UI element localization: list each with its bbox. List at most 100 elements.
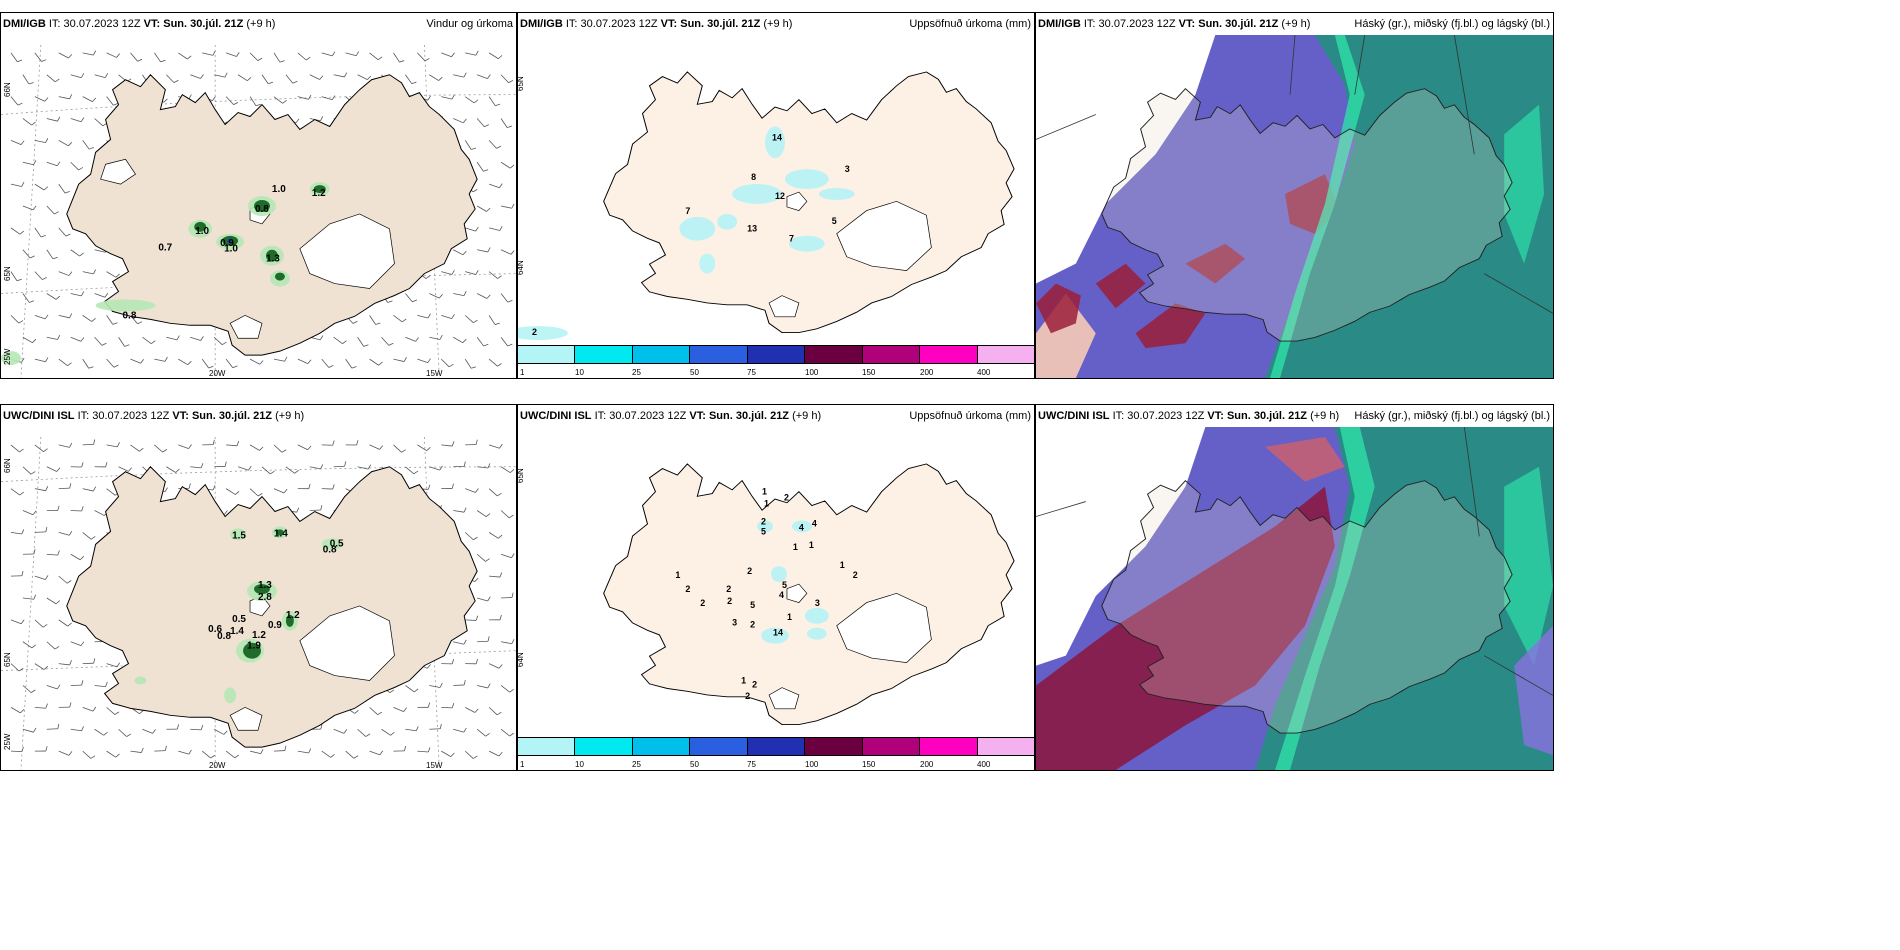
- colorbar-tick: 1: [520, 368, 525, 377]
- wind-barb-flag: [509, 514, 514, 519]
- wind-barb: [166, 336, 178, 341]
- wind-barb: [34, 444, 44, 452]
- wind-barb: [58, 96, 70, 100]
- wind-barb-flag: [496, 711, 502, 716]
- wind-barb: [34, 227, 42, 238]
- wind-barb: [488, 488, 498, 497]
- wind-barb-flag: [508, 80, 514, 84]
- wind-barb-flag: [475, 439, 478, 445]
- wind-barb-flag: [307, 359, 312, 364]
- wind-barb: [357, 466, 369, 470]
- wind-barb: [70, 728, 82, 732]
- wind-barb: [142, 336, 152, 345]
- precip-value: 1.0: [272, 184, 286, 195]
- wind-barb-flag: [487, 74, 491, 79]
- wind-barb: [94, 685, 106, 688]
- lon-label: 20W: [209, 761, 226, 770]
- wind-barb-flag: [463, 639, 467, 645]
- wind-barb: [464, 532, 474, 541]
- wind-barb-flag: [451, 483, 454, 489]
- wind-barb-flag: [200, 725, 204, 730]
- colorbar-tick: 100: [805, 368, 819, 377]
- wind-barb: [249, 444, 260, 451]
- wind-barb: [405, 293, 413, 303]
- wind-barb-flag: [497, 275, 502, 279]
- colorbar-swatch: [977, 346, 1034, 363]
- panel-header: DMI/IGB IT: 30.07.2023 12Z VT: Sun. 30.j…: [1, 13, 516, 35]
- wind-barb: [58, 271, 70, 276]
- init-time: 30.07.2023 12Z: [1098, 18, 1176, 30]
- wind-barb-flag: [472, 189, 478, 193]
- wind-barb-flag: [113, 102, 119, 106]
- wind-barb-flag: [388, 342, 394, 346]
- wind-barb-flag: [151, 340, 156, 345]
- wind-barb-flag: [64, 191, 70, 194]
- wind-barb-flag: [510, 468, 515, 473]
- map-area: [1036, 427, 1553, 770]
- panel-header: UWC/DINI ISL IT: 30.07.2023 12Z VT: Sun.…: [1036, 405, 1553, 427]
- wind-barb: [393, 358, 405, 362]
- wind-barb: [297, 750, 309, 754]
- colorbar-swatch: [977, 738, 1034, 755]
- wind-barb-flag: [353, 755, 359, 759]
- wind-barb-flag: [308, 483, 311, 489]
- wind-barb-flag: [351, 366, 357, 369]
- wind-barb: [94, 249, 106, 253]
- wind-barb: [488, 52, 499, 60]
- wind-barb-flag: [463, 72, 467, 78]
- accum-values: 14 8 12 3 7 13 7 5 2: [532, 132, 850, 337]
- wind-barb-flag: [463, 291, 467, 296]
- wind-barb: [441, 96, 453, 100]
- colorbar-swatch: [747, 346, 806, 363]
- wind-barb-flag: [451, 658, 455, 664]
- colorbar-swatch: [690, 346, 748, 363]
- wind-barb-flag: [81, 726, 84, 731]
- wind-barb-flag: [200, 336, 204, 341]
- wind-barb: [309, 509, 321, 511]
- wind-barb: [70, 510, 82, 512]
- colorbar: [518, 737, 1034, 756]
- wind-barb-flag: [483, 169, 489, 172]
- wind-barb-flag: [462, 250, 467, 256]
- wind-barb: [225, 358, 234, 369]
- wind-barb: [417, 52, 426, 62]
- wind-barb: [417, 314, 429, 319]
- cloud-map: [1036, 35, 1553, 378]
- wind-barb: [500, 293, 509, 303]
- wind-barb: [273, 52, 281, 63]
- wind-barb-flag: [487, 596, 491, 602]
- wind-barb: [405, 336, 416, 342]
- wind-barb-flag: [363, 344, 369, 347]
- wind-barb: [405, 466, 415, 475]
- panel-header: UWC/DINI ISL IT: 30.07.2023 12Z VT: Sun.…: [518, 405, 1034, 427]
- wind-barb: [10, 663, 20, 672]
- wind-barb-flag: [45, 357, 49, 362]
- wind-barb: [273, 488, 285, 494]
- wind-barb: [393, 315, 403, 323]
- wind-barb: [82, 96, 93, 102]
- wind-barb: [369, 315, 376, 325]
- wind-barb: [405, 685, 415, 693]
- wind-barb: [464, 358, 472, 369]
- wind-barb: [58, 619, 68, 627]
- accum-value: 7: [789, 234, 794, 244]
- model-name: DMI/IGB: [520, 18, 563, 30]
- wind-barb: [94, 118, 104, 127]
- wind-barb: [46, 118, 58, 122]
- wind-barb-flag: [496, 145, 502, 149]
- wind-barb: [488, 532, 499, 539]
- wind-barb-flag: [54, 211, 59, 215]
- wind-barb: [10, 531, 22, 535]
- wind-barb-flag: [474, 708, 479, 713]
- wind-barb: [22, 728, 34, 733]
- wind-barb: [500, 466, 511, 473]
- wind-barb-flag: [451, 270, 455, 275]
- wind-barb-flag: [112, 322, 118, 325]
- accum-value: 1: [762, 487, 767, 497]
- wind-barb: [190, 466, 202, 469]
- wind-barb-flag: [308, 748, 312, 754]
- valid-time: Sun. 30.júl. 21Z: [163, 18, 244, 30]
- wind-barb-flag: [377, 56, 383, 61]
- wind-barb-flag: [511, 553, 515, 558]
- wind-barb-flag: [485, 513, 491, 518]
